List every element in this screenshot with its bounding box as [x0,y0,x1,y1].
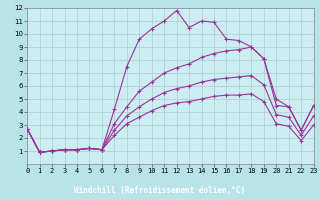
Text: Windchill (Refroidissement éolien,°C): Windchill (Refroidissement éolien,°C) [75,186,245,194]
